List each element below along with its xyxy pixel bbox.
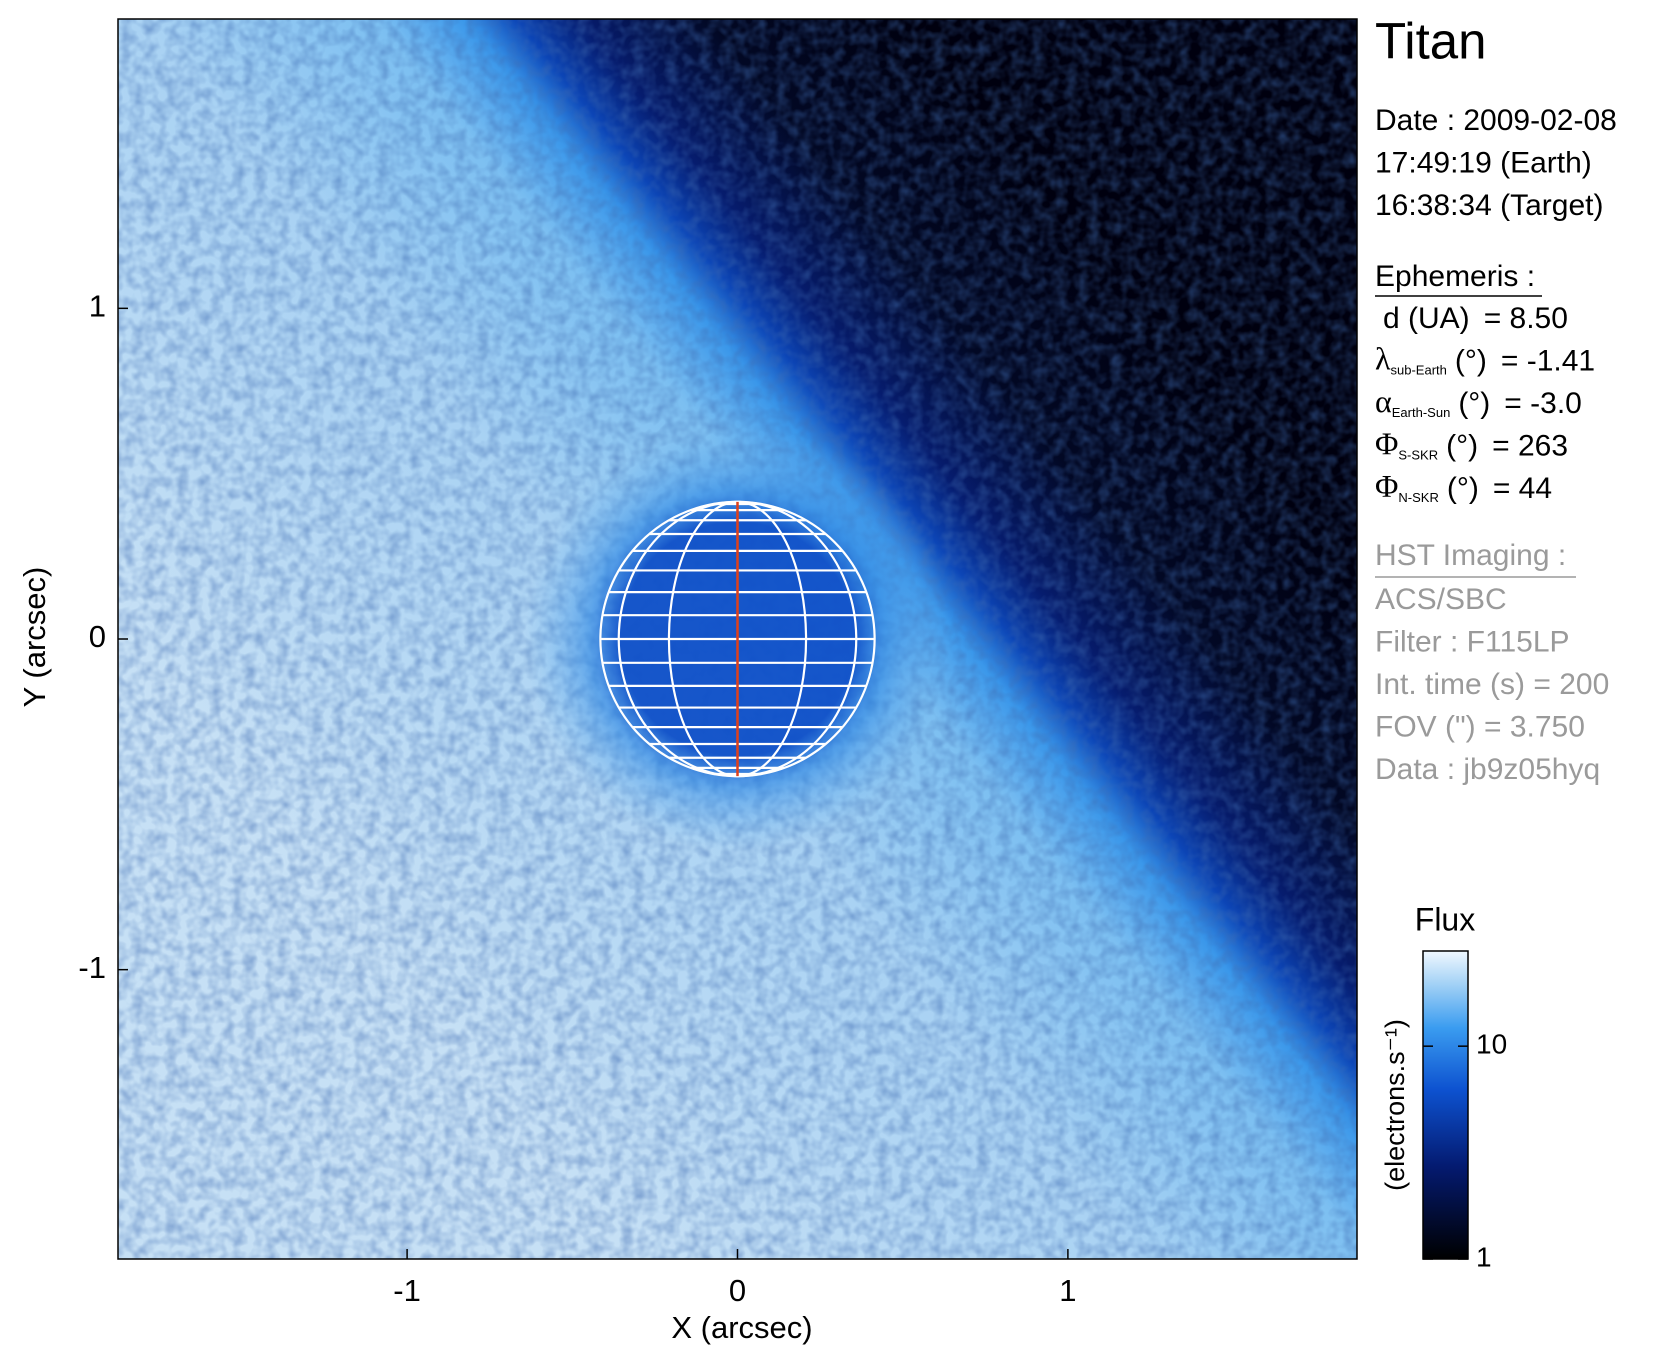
ephemeris-row: λsub-Earth (°) = -1.41 bbox=[1375, 341, 1595, 378]
ephemeris-title: Ephemeris : bbox=[1375, 260, 1535, 293]
hst-row: FOV (") = 3.750 bbox=[1375, 710, 1585, 743]
ephemeris-label: (°) bbox=[1447, 472, 1479, 505]
ephemeris-row: d (UA) = 8.50 bbox=[1383, 302, 1568, 335]
y-tick-label: 0 bbox=[89, 619, 106, 654]
y-axis-label: Y (arcsec) bbox=[17, 567, 52, 708]
ephemeris-symbol: λ bbox=[1375, 341, 1391, 377]
colorbar-label: (electrons.s⁻¹) bbox=[1380, 1019, 1410, 1191]
ephemeris-value: = 44 bbox=[1493, 472, 1552, 505]
colorbar bbox=[1422, 950, 1469, 1260]
image bbox=[118, 19, 1357, 1259]
chart-title: Titan bbox=[1375, 12, 1487, 69]
hst-row: Int. time (s) = 200 bbox=[1375, 668, 1609, 701]
ephemeris-subscript: N-SKR bbox=[1398, 490, 1438, 505]
ephemeris-row: αEarth-Sun (°) = -3.0 bbox=[1375, 383, 1582, 420]
hst-row: ACS/SBC bbox=[1375, 583, 1507, 616]
x-tick-label: -1 bbox=[393, 1273, 421, 1308]
ephemeris-symbol: α bbox=[1375, 383, 1392, 419]
ephemeris-value: = 8.50 bbox=[1484, 302, 1568, 335]
ephemeris-subscript: Earth-Sun bbox=[1392, 405, 1451, 420]
date-line: 16:38:34 (Target) bbox=[1375, 189, 1603, 222]
colorbar-title: Flux bbox=[1415, 901, 1475, 937]
date-line: Date : 2009-02-08 bbox=[1375, 104, 1617, 137]
hst-title: HST Imaging : bbox=[1375, 539, 1566, 572]
ephemeris-symbol: Φ bbox=[1375, 468, 1398, 504]
x-axis-label: X (arcsec) bbox=[671, 1310, 812, 1345]
hst-row: Data : jb9z05hyq bbox=[1375, 753, 1600, 786]
colorbar-tick-label: 10 bbox=[1476, 1029, 1507, 1060]
date-line: 17:49:19 (Earth) bbox=[1375, 146, 1592, 179]
ephemeris-label: (°) bbox=[1458, 387, 1490, 420]
ephemeris-label: d (UA) bbox=[1383, 302, 1470, 335]
ephemeris-subscript: sub-Earth bbox=[1391, 363, 1447, 378]
ephemeris-value: = 263 bbox=[1492, 429, 1568, 462]
disk-layer bbox=[524, 426, 951, 852]
ephemeris-value: = -1.41 bbox=[1501, 344, 1595, 377]
ephemeris-label: (°) bbox=[1455, 344, 1487, 377]
ephemeris-subscript: S-SKR bbox=[1398, 448, 1438, 463]
x-tick-label: 1 bbox=[1059, 1273, 1076, 1308]
y-tick-label: -1 bbox=[78, 950, 106, 985]
ephemeris-symbol: Φ bbox=[1375, 426, 1398, 462]
ephemeris-value: = -3.0 bbox=[1504, 387, 1582, 420]
ephemeris-row: ΦS-SKR (°) = 263 bbox=[1375, 426, 1568, 463]
colorbar-tick-label: 1 bbox=[1476, 1241, 1492, 1272]
x-tick-label: 0 bbox=[729, 1273, 746, 1308]
ephemeris-label: (°) bbox=[1446, 429, 1478, 462]
ephemeris-row: ΦN-SKR (°) = 44 bbox=[1375, 468, 1552, 505]
y-tick-label: 1 bbox=[89, 289, 106, 324]
hst-row: Filter : F115LP bbox=[1375, 625, 1570, 658]
